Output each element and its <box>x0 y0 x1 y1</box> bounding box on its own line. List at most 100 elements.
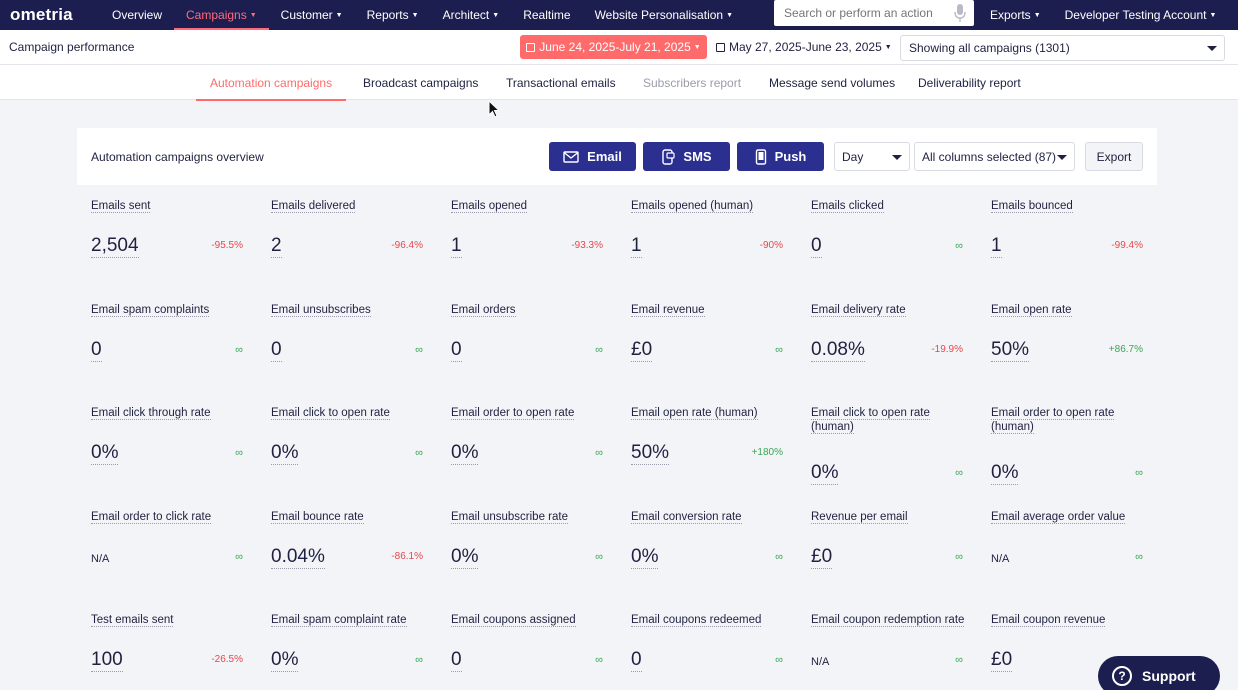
metric-label-text: Email unsubscribes <box>271 303 371 317</box>
metric-label[interactable]: Email delivery rate <box>811 303 971 317</box>
metric-emails-clicked: Emails clicked 0 ∞ <box>797 185 977 288</box>
metric-label[interactable]: Email order to open rate (human) <box>991 406 1151 434</box>
nav-item-label: Realtime <box>523 8 571 22</box>
search-box[interactable] <box>774 0 974 26</box>
metric-label[interactable]: Email average order value <box>991 510 1151 524</box>
metric-value: 2,504 <box>91 235 139 258</box>
metric-label[interactable]: Email coupons assigned <box>451 613 611 627</box>
metric-value: 1 <box>451 235 462 258</box>
metric-label-text: Email coupon redemption rate <box>811 614 965 627</box>
columns-select[interactable]: All columns selected (87) <box>914 142 1075 171</box>
metric-label[interactable]: Email coupon redemption rate <box>811 613 971 627</box>
metric-value: 2 <box>271 235 282 258</box>
metric-label[interactable]: Emails bounced <box>991 199 1151 213</box>
metric-label-text: Emails opened (human) <box>631 200 754 213</box>
metric-label[interactable]: Email coupons redeemed <box>631 613 791 627</box>
metric-change: -86.1% <box>391 550 423 562</box>
chevron-down-icon: ▼ <box>726 11 734 19</box>
metric-email-order-to-click-rate: Email order to click rate N/A ∞ <box>77 496 257 599</box>
metric-change: ∞ <box>955 654 963 666</box>
nav-item-architect[interactable]: Architect ▼ <box>431 0 512 30</box>
metric-change: -19.9% <box>931 343 963 355</box>
metric-label[interactable]: Email unsubscribes <box>271 303 431 317</box>
metric-label[interactable]: Email order to click rate <box>91 510 251 524</box>
metric-label-text: Email click to open rate <box>271 407 390 420</box>
metric-label-text: Revenue per email <box>811 510 908 524</box>
metric-label-text: Email unsubscribe rate <box>451 510 568 524</box>
metric-label[interactable]: Email click to open rate (human) <box>811 406 971 434</box>
nav-item-label: Developer Testing Account <box>1064 8 1207 22</box>
export-button[interactable]: Export <box>1085 142 1143 171</box>
metric-value: 0 <box>271 338 282 362</box>
metric-label[interactable]: Emails sent <box>91 199 251 213</box>
metric-label-text: Email coupon revenue <box>991 614 1106 627</box>
nav-item-developer-testing-account[interactable]: Developer Testing Account ▼ <box>1053 0 1229 30</box>
metric-label[interactable]: Email spam complaints <box>91 303 251 317</box>
nav-item-exports[interactable]: Exports ▼ <box>978 0 1053 30</box>
metric-emails-opened-human: Emails opened (human) 1 -90% <box>617 185 797 288</box>
metric-label[interactable]: Email bounce rate <box>271 510 431 524</box>
metric-change: ∞ <box>1135 550 1143 563</box>
metric-label[interactable]: Emails clicked <box>811 199 971 213</box>
tab-automation-campaigns[interactable]: Automation campaigns <box>196 65 347 101</box>
metric-label[interactable]: Email revenue <box>631 303 791 317</box>
nav-item-overview[interactable]: Overview <box>100 0 174 30</box>
sms-channel-label: SMS <box>683 149 712 164</box>
metric-label[interactable]: Emails opened <box>451 199 611 213</box>
microphone-icon[interactable] <box>954 4 966 22</box>
metric-label[interactable]: Email click to open rate <box>271 406 431 420</box>
page-title: Campaign performance <box>9 40 135 54</box>
email-channel-button[interactable]: Email <box>549 142 636 171</box>
metric-label-text: Emails sent <box>91 200 151 213</box>
tab-transactional-emails[interactable]: Transactional emails <box>506 75 616 90</box>
sms-channel-button[interactable]: SMS <box>643 142 730 171</box>
support-button[interactable]: ? Support <box>1098 656 1220 690</box>
metric-label[interactable]: Emails delivered <box>271 199 431 213</box>
push-channel-button[interactable]: Push <box>737 142 824 171</box>
logo[interactable]: ometria <box>10 5 73 24</box>
nav-item-website-personalisation[interactable]: Website Personalisation ▼ <box>583 0 745 30</box>
primary-date-range-button[interactable]: June 24, 2025-July 21, 2025 ▼ <box>520 35 707 59</box>
metric-email-click-to-open-rate: Email click to open rate 0% ∞ <box>257 392 437 495</box>
campaign-filter-select[interactable]: Showing all campaigns (1301) <box>900 35 1225 61</box>
compare-date-range-button[interactable]: May 27, 2025-June 23, 2025 ▼ <box>716 35 892 59</box>
tab-broadcast-campaigns[interactable]: Broadcast campaigns <box>363 75 479 90</box>
tab-deliverability-report[interactable]: Deliverability report <box>918 75 1021 90</box>
metric-label[interactable]: Email click through rate <box>91 406 251 420</box>
metric-value: £0 <box>991 649 1013 672</box>
metric-change: -96.4% <box>391 240 423 251</box>
metric-label-text: Email order to open rate <box>451 407 575 420</box>
metric-label[interactable]: Test emails sent <box>91 613 251 627</box>
nav-item-customer[interactable]: Customer ▼ <box>269 0 355 30</box>
metric-change: ∞ <box>595 654 603 666</box>
metric-label[interactable]: Email orders <box>451 303 611 317</box>
metric-label[interactable]: Email unsubscribe rate <box>451 510 611 524</box>
chevron-down-icon: ▼ <box>411 11 419 19</box>
metric-change: ∞ <box>595 550 603 563</box>
search-input[interactable] <box>784 6 944 20</box>
metric-label[interactable]: Email conversion rate <box>631 510 791 524</box>
metric-email-delivery-rate: Email delivery rate 0.08% -19.9% <box>797 289 977 392</box>
metric-label-text: Email delivery rate <box>811 303 906 317</box>
metric-label[interactable]: Email order to open rate <box>451 406 611 420</box>
metric-label[interactable]: Emails opened (human) <box>631 199 791 213</box>
metric-email-orders: Email orders 0 ∞ <box>437 289 617 392</box>
metric-change: ∞ <box>235 550 243 563</box>
metric-label[interactable]: Email coupon revenue <box>991 613 1151 627</box>
metric-label[interactable]: Email open rate <box>991 303 1151 317</box>
nav-item-campaigns[interactable]: Campaigns ▼ <box>174 0 269 30</box>
metric-emails-delivered: Emails delivered 2 -96.4% <box>257 185 437 288</box>
metric-change: ∞ <box>235 343 243 356</box>
calendar-icon <box>716 42 725 52</box>
metric-email-open-rate-human: Email open rate (human) 50% +180% <box>617 392 797 495</box>
metric-change: ∞ <box>415 447 423 459</box>
granularity-select[interactable]: Day <box>834 142 910 171</box>
metric-label[interactable]: Email spam complaint rate <box>271 613 431 627</box>
metric-label[interactable]: Revenue per email <box>811 510 971 524</box>
nav-item-realtime[interactable]: Realtime <box>511 0 582 30</box>
nav-item-reports[interactable]: Reports ▼ <box>355 0 431 30</box>
metric-label[interactable]: Email open rate (human) <box>631 406 791 420</box>
metric-value: 0% <box>451 442 479 465</box>
metric-test-emails-sent: Test emails sent 100 -26.5% <box>77 599 257 690</box>
tab-message-send-volumes[interactable]: Message send volumes <box>769 75 896 90</box>
